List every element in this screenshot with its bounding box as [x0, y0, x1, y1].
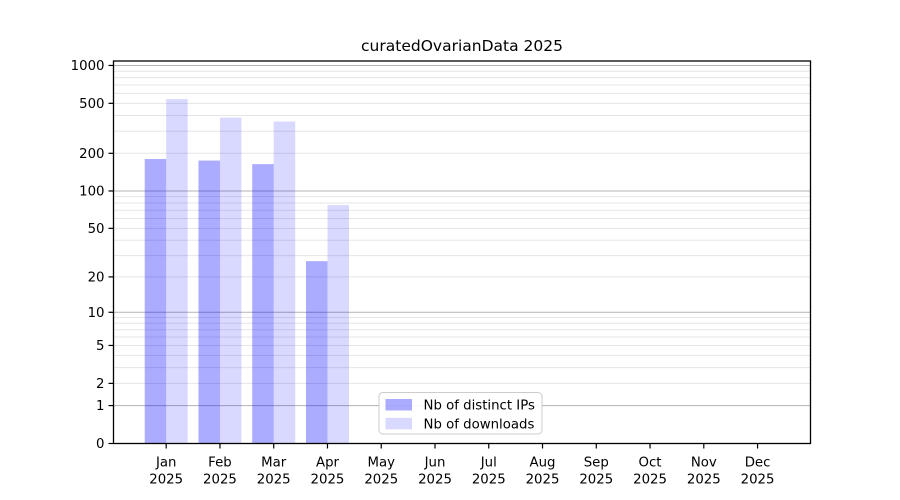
- x-tick-label-month-oct: Oct: [639, 456, 662, 471]
- x-tick-label-year-aug: 2025: [526, 473, 560, 488]
- x-tick-label-year-nov: 2025: [687, 473, 721, 488]
- chart-title: curatedOvarianData 2025: [361, 37, 563, 55]
- y-tick-label-1000: 1000: [71, 59, 105, 74]
- x-tick-label-year-dec: 2025: [741, 473, 775, 488]
- x-tick-label-month-jan: Jan: [155, 456, 177, 471]
- y-axis-ticks: 0 1 2 5 10 20 50 100 200 500 1000: [71, 59, 114, 452]
- bar-nb-of-downloads-feb: [219, 117, 242, 444]
- x-tick-label-month-apr: Apr: [316, 456, 340, 471]
- legend-swatch-nb-of-downloads: [385, 417, 412, 430]
- x-tick-label-year-may: 2025: [364, 473, 398, 488]
- x-tick-label-month-nov: Nov: [691, 456, 717, 471]
- bar-nb-of-downloads-jan: [166, 99, 188, 444]
- bar-nb-of-downloads-apr: [327, 205, 349, 444]
- y-tick-label-100: 100: [79, 185, 104, 200]
- x-tick-label-year-jul: 2025: [472, 473, 506, 488]
- x-tick-label-month-sep: Sep: [584, 456, 609, 471]
- x-axis-ticks: Jan 2025 Feb 2025 Mar 2025 Apr 2025 May 2025 Jun 20…: [149, 443, 775, 488]
- bar-nb-of-distinct-ips-feb: [198, 160, 220, 444]
- y-tick-label-50: 50: [88, 222, 105, 237]
- y-tick-label-500: 500: [79, 97, 104, 112]
- x-tick-label-year-apr: 2025: [311, 473, 345, 488]
- y-tick-label-10: 10: [88, 306, 105, 321]
- bar-nb-of-downloads-mar: [273, 121, 296, 444]
- plot-frame: [112, 60, 812, 445]
- x-tick-label-month-aug: Aug: [530, 456, 556, 471]
- y-tick-label-20: 20: [88, 271, 105, 286]
- x-tick-label-year-jun: 2025: [418, 473, 452, 488]
- minor-gridlines: [113, 70, 811, 384]
- bar-nb-of-distinct-ips-jan: [144, 159, 167, 444]
- bar-nb-of-distinct-ips-apr: [305, 261, 328, 444]
- x-tick-label-year-jan: 2025: [149, 473, 183, 488]
- bar-nb-of-distinct-ips-mar: [252, 164, 274, 444]
- y-tick-label-0: 0: [96, 437, 104, 452]
- y-tick-label-2: 2: [96, 377, 104, 392]
- legend-swatch-nb-of-distinct-ips: [385, 399, 412, 411]
- legend-box: [378, 392, 543, 435]
- legend-label-nb-of-downloads: Nb of downloads: [424, 417, 535, 432]
- x-tick-label-year-oct: 2025: [633, 473, 667, 488]
- legend-label-nb-of-distinct-ips: Nb of distinct IPs: [424, 399, 536, 414]
- x-tick-label-year-sep: 2025: [579, 473, 613, 488]
- y-tick-label-200: 200: [79, 147, 104, 162]
- x-tick-label-month-jun: Jun: [424, 456, 446, 471]
- y-tick-label-1: 1: [96, 399, 104, 414]
- x-tick-label-month-feb: Feb: [208, 456, 232, 471]
- x-tick-label-month-may: May: [367, 456, 395, 471]
- x-tick-label-month-jul: Jul: [480, 456, 497, 471]
- bar-groups: [144, 99, 349, 444]
- x-tick-label-year-feb: 2025: [203, 473, 237, 488]
- x-tick-label-month-dec: Dec: [745, 456, 771, 471]
- x-tick-label-year-mar: 2025: [257, 473, 291, 488]
- chart-legend: Nb of distinct IPs Nb of downloads: [378, 392, 543, 435]
- x-tick-label-month-mar: Mar: [261, 456, 287, 471]
- y-tick-label-5: 5: [96, 339, 104, 354]
